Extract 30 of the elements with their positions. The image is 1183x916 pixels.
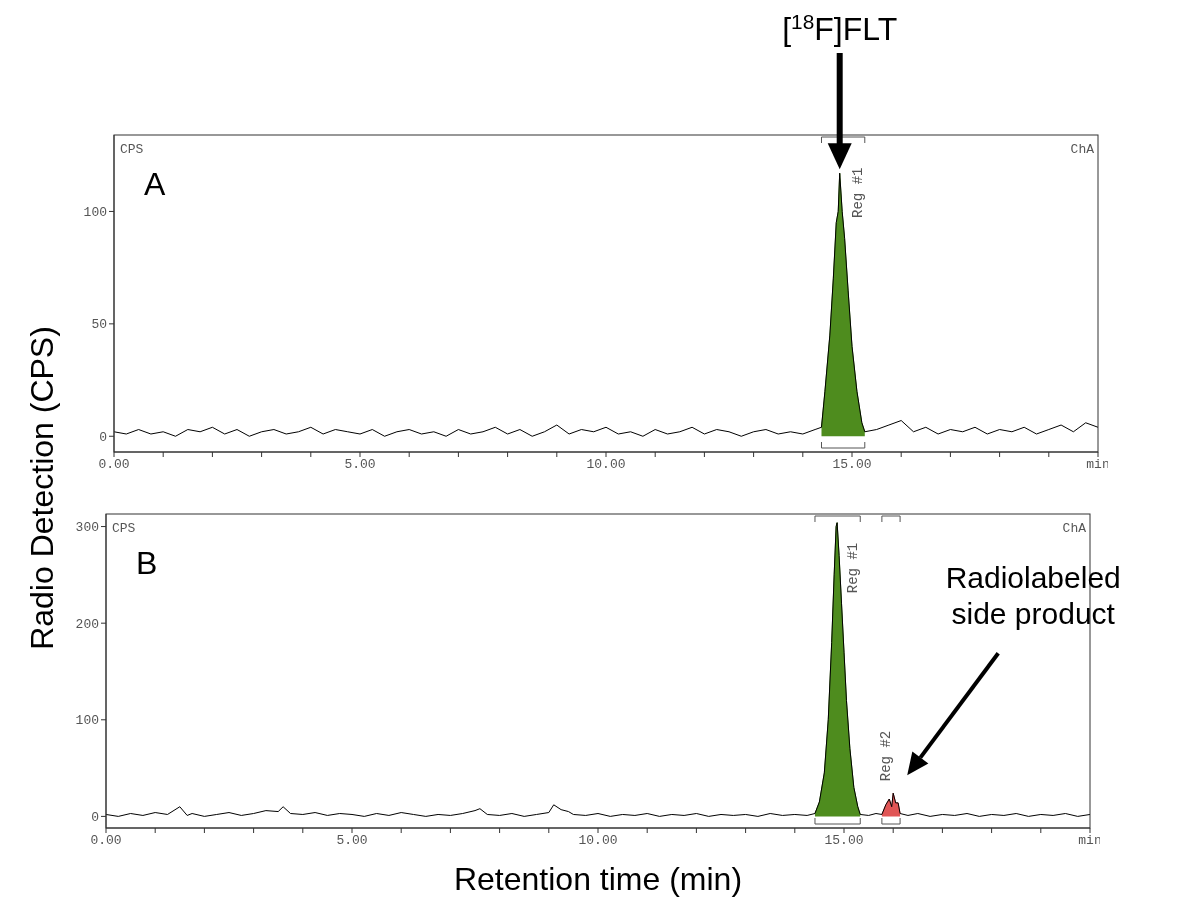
x-tick-label: 10.00 xyxy=(578,833,618,849)
x-tick-label: 0.00 xyxy=(90,833,122,849)
annotation: Reg #2 xyxy=(877,730,894,782)
y-tick-label: 0 xyxy=(99,429,107,445)
y-tick-label: 100 xyxy=(75,713,99,729)
y-tick-label: 0 xyxy=(91,810,99,826)
x-axis-title: Retention time (min) xyxy=(453,861,743,898)
x-tick-label: 15.00 xyxy=(832,457,872,473)
annotation: CPS xyxy=(112,521,136,536)
x-tick-label: 15.00 xyxy=(824,833,864,849)
annotation: Radiolabeled side product xyxy=(945,561,1121,631)
annotation: ChA xyxy=(1062,521,1087,536)
x-tick-label: 10.00 xyxy=(586,457,626,473)
y-tick-label: 50 xyxy=(91,317,107,333)
annotation: CPS xyxy=(120,142,144,157)
y-tick-label: 100 xyxy=(83,205,107,221)
x-tick-label: 5.00 xyxy=(344,457,376,473)
annotation: Reg #1 xyxy=(850,167,867,218)
y-axis-title: Radio Detection (CPS) xyxy=(23,326,61,650)
annotation: A xyxy=(144,166,166,202)
y-tick-label: 300 xyxy=(75,520,99,536)
x-tick-label: 5.00 xyxy=(336,833,368,849)
x-tick-label: min xyxy=(1078,833,1102,849)
x-tick-label: min xyxy=(1086,457,1110,473)
annotation: B xyxy=(136,545,158,581)
text: [$^{18}$F]FLT xyxy=(782,9,898,47)
y-tick-label: 200 xyxy=(75,616,99,632)
annotation: ChA xyxy=(1070,142,1095,157)
annotation: Reg #1 xyxy=(845,542,862,594)
x-tick-label: 0.00 xyxy=(98,457,130,473)
